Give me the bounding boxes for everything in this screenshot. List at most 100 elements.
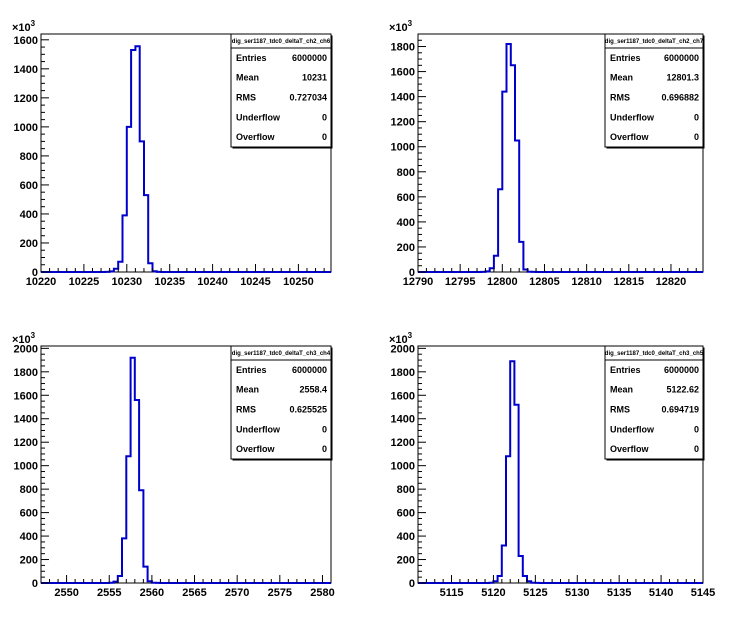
- chart-1-y-tick-label-9: 1600: [14, 35, 38, 47]
- chart-4-y-tick-label-4: 600: [397, 508, 415, 520]
- chart-4-x-tick-label-4: 5130: [565, 587, 589, 599]
- chart-4-stats-frame: [604, 345, 704, 460]
- chart-4-x-tick-label-2: 5120: [481, 587, 505, 599]
- chart-4-x-tick-label-7: 5145: [691, 587, 715, 599]
- chart-3-stats-value-mean: 2558.4: [299, 385, 327, 395]
- chart-1-y-tick-label-3: 400: [20, 209, 38, 221]
- chart-1-stats-value-underflow: 0: [322, 112, 327, 122]
- chart-3-x-tick-label-6: 2575: [268, 587, 292, 599]
- chart-2-y-tick-label-9: 1600: [391, 67, 415, 79]
- chart-2-stats-title: dig_ser1187_tdc0_deltaT_ch2_ch7: [605, 39, 704, 45]
- chart-1-x-tick-label-1: 10220: [26, 276, 57, 288]
- chart-1-y-tick-label-8: 1400: [14, 64, 38, 76]
- chart-1-stats-value-mean: 10231: [302, 73, 327, 83]
- chart-4-stats-value-rms: 0.694719: [661, 405, 699, 415]
- chart-4-y-tick-label-3: 400: [397, 531, 415, 543]
- chart-2-y-tick-label-2: 200: [397, 242, 415, 254]
- chart-2-stats-label-mean: Mean: [610, 73, 633, 83]
- chart-3-x-tick-label-7: 2580: [310, 587, 334, 599]
- chart-3-x-tick-label-3: 2560: [140, 587, 164, 599]
- chart-4-y-tick-label-11: 2000: [391, 343, 415, 355]
- chart-4-x-tick-label-5: 5135: [607, 587, 631, 599]
- chart-4-y-tick-label-1: 0: [409, 578, 415, 590]
- chart-3-y-tick-label-8: 1400: [14, 414, 38, 426]
- chart-1-stats-frame: [230, 33, 332, 148]
- chart-1-y-tick-label-7: 1200: [14, 93, 38, 105]
- chart-2-series-line: [418, 43, 703, 273]
- chart-2-y-tick-label-3: 400: [397, 217, 415, 229]
- chart-4-y-tick-label-8: 1400: [391, 414, 415, 426]
- chart-3-x-tick-label-4: 2565: [182, 587, 206, 599]
- chart-1-stats-label-underflow: Underflow: [236, 112, 281, 122]
- chart-2-stats-label-underflow: Underflow: [610, 112, 655, 122]
- chart-1-y-tick-label-1: 0: [32, 267, 38, 279]
- chart-4-stats-value-underflow: 0: [694, 424, 699, 434]
- chart-2-y-tick-label-8: 1400: [391, 92, 415, 104]
- chart-3-stats-box: dig_ser1187_tdc0_deltaT_ch3_ch4 Entries 60…: [230, 345, 333, 461]
- chart-2-y-tick-label-1: 0: [409, 267, 415, 279]
- chart-1-y-tick-label-5: 800: [20, 151, 38, 163]
- chart-4-y-exponent: ×103: [389, 331, 413, 346]
- chart-3-series-line: [41, 356, 331, 584]
- chart-2-y-exponent: ×103: [389, 19, 413, 34]
- chart-3-y-tick-label-11: 2000: [14, 343, 38, 355]
- chart-2-stats-label-rms: RMS: [610, 93, 630, 103]
- chart-3-y-tick-label-4: 600: [20, 508, 38, 520]
- chart-3-stats-label-mean: Mean: [236, 385, 259, 395]
- chart-4-y-tick-label-6: 1000: [391, 461, 415, 473]
- chart-2-y-tick-label-5: 800: [397, 167, 415, 179]
- chart-4-stats-label-rms: RMS: [610, 405, 630, 415]
- chart-3-y-tick-label-5: 800: [20, 484, 38, 496]
- chart-1-y-tick-label-6: 1000: [14, 122, 38, 134]
- chart-3-x-tick-label-2: 2555: [97, 587, 121, 599]
- chart-2-y-tick-label-4: 600: [397, 192, 415, 204]
- chart-2-stats-value-rms: 0.696882: [661, 93, 699, 103]
- chart-1-stats-label-mean: Mean: [236, 73, 259, 83]
- chart-1-y-tick-label-4: 600: [20, 180, 38, 192]
- chart-2: 12790 12795 12800 12805 12810 12815 12820 0 200 4…: [389, 19, 705, 288]
- chart-3-y-tick-label-9: 1600: [14, 390, 38, 402]
- chart-2-stats-label-overflow: Overflow: [610, 132, 650, 142]
- chart-1-y-exponent: ×103: [12, 19, 36, 34]
- chart-1-stats-value-entries: 6000000: [292, 53, 327, 63]
- chart-2-x-tick-label-7: 12820: [656, 276, 687, 288]
- chart-3-y-exponent: ×103: [12, 331, 36, 346]
- chart-4-y-tick-label-7: 1200: [391, 437, 415, 449]
- chart-2-stats-frame: [604, 33, 704, 148]
- chart-4-stats-label-underflow: Underflow: [610, 424, 655, 434]
- chart-3-stats-label-rms: RMS: [236, 405, 256, 415]
- chart-2-x-tick-label-6: 12815: [614, 276, 645, 288]
- chart-2-stats-box: dig_ser1187_tdc0_deltaT_ch2_ch7 Entries 60…: [604, 33, 705, 149]
- chart-3-x-tick-label-1: 2550: [54, 587, 78, 599]
- chart-1-x-tick-label-6: 10245: [240, 276, 271, 288]
- chart-1-series-line: [41, 45, 331, 273]
- chart-1-stats-label-rms: RMS: [236, 93, 256, 103]
- chart-1-x-tick-label-7: 10250: [283, 276, 314, 288]
- chart-2-x-tick-label-2: 12795: [445, 276, 476, 288]
- chart-3: 2550 2555 2560 2565 2570 2575 2580 0 200 400 600 80…: [12, 331, 335, 599]
- chart-3-x-tick-label-5: 2570: [225, 587, 249, 599]
- chart-2-y-tick-label-6: 1000: [391, 142, 415, 154]
- chart-4-y-tick-label-5: 800: [397, 484, 415, 496]
- chart-1: 10220 10225 10230 10235 10240 10245 10250 0 200 4…: [12, 19, 333, 288]
- chart-4: 5115 5120 5125 5130 5135 5140 5145 0 200 400 600 80…: [389, 331, 715, 599]
- chart-4-x-tick-label-1: 5115: [440, 587, 464, 599]
- chart-4-stats-label-entries: Entries: [610, 365, 641, 375]
- chart-4-stats-label-overflow: Overflow: [610, 444, 650, 454]
- chart-1-x-tick-label-3: 10230: [112, 276, 143, 288]
- chart-2-x-tick-label-3: 12800: [487, 276, 518, 288]
- chart-2-y-tick-label-7: 1200: [391, 117, 415, 129]
- chart-3-stats-frame: [230, 345, 332, 460]
- chart-3-stats-value-underflow: 0: [322, 424, 327, 434]
- chart-4-x-tick-label-6: 5140: [649, 587, 673, 599]
- chart-1-stats-label-entries: Entries: [236, 53, 267, 63]
- chart-3-stats-value-rms: 0.625525: [289, 405, 327, 415]
- chart-4-stats-value-mean: 5122.62: [666, 385, 699, 395]
- chart-4-y-tick-label-9: 1600: [391, 390, 415, 402]
- chart-2-x-tick-label-1: 12790: [403, 276, 434, 288]
- chart-1-x-tick-label-4: 10235: [154, 276, 185, 288]
- chart-4-stats-label-mean: Mean: [610, 385, 633, 395]
- chart-3-y-tick-label-3: 400: [20, 531, 38, 543]
- chart-2-stats-value-entries: 6000000: [664, 53, 699, 63]
- chart-3-y-tick-label-1: 0: [32, 578, 38, 590]
